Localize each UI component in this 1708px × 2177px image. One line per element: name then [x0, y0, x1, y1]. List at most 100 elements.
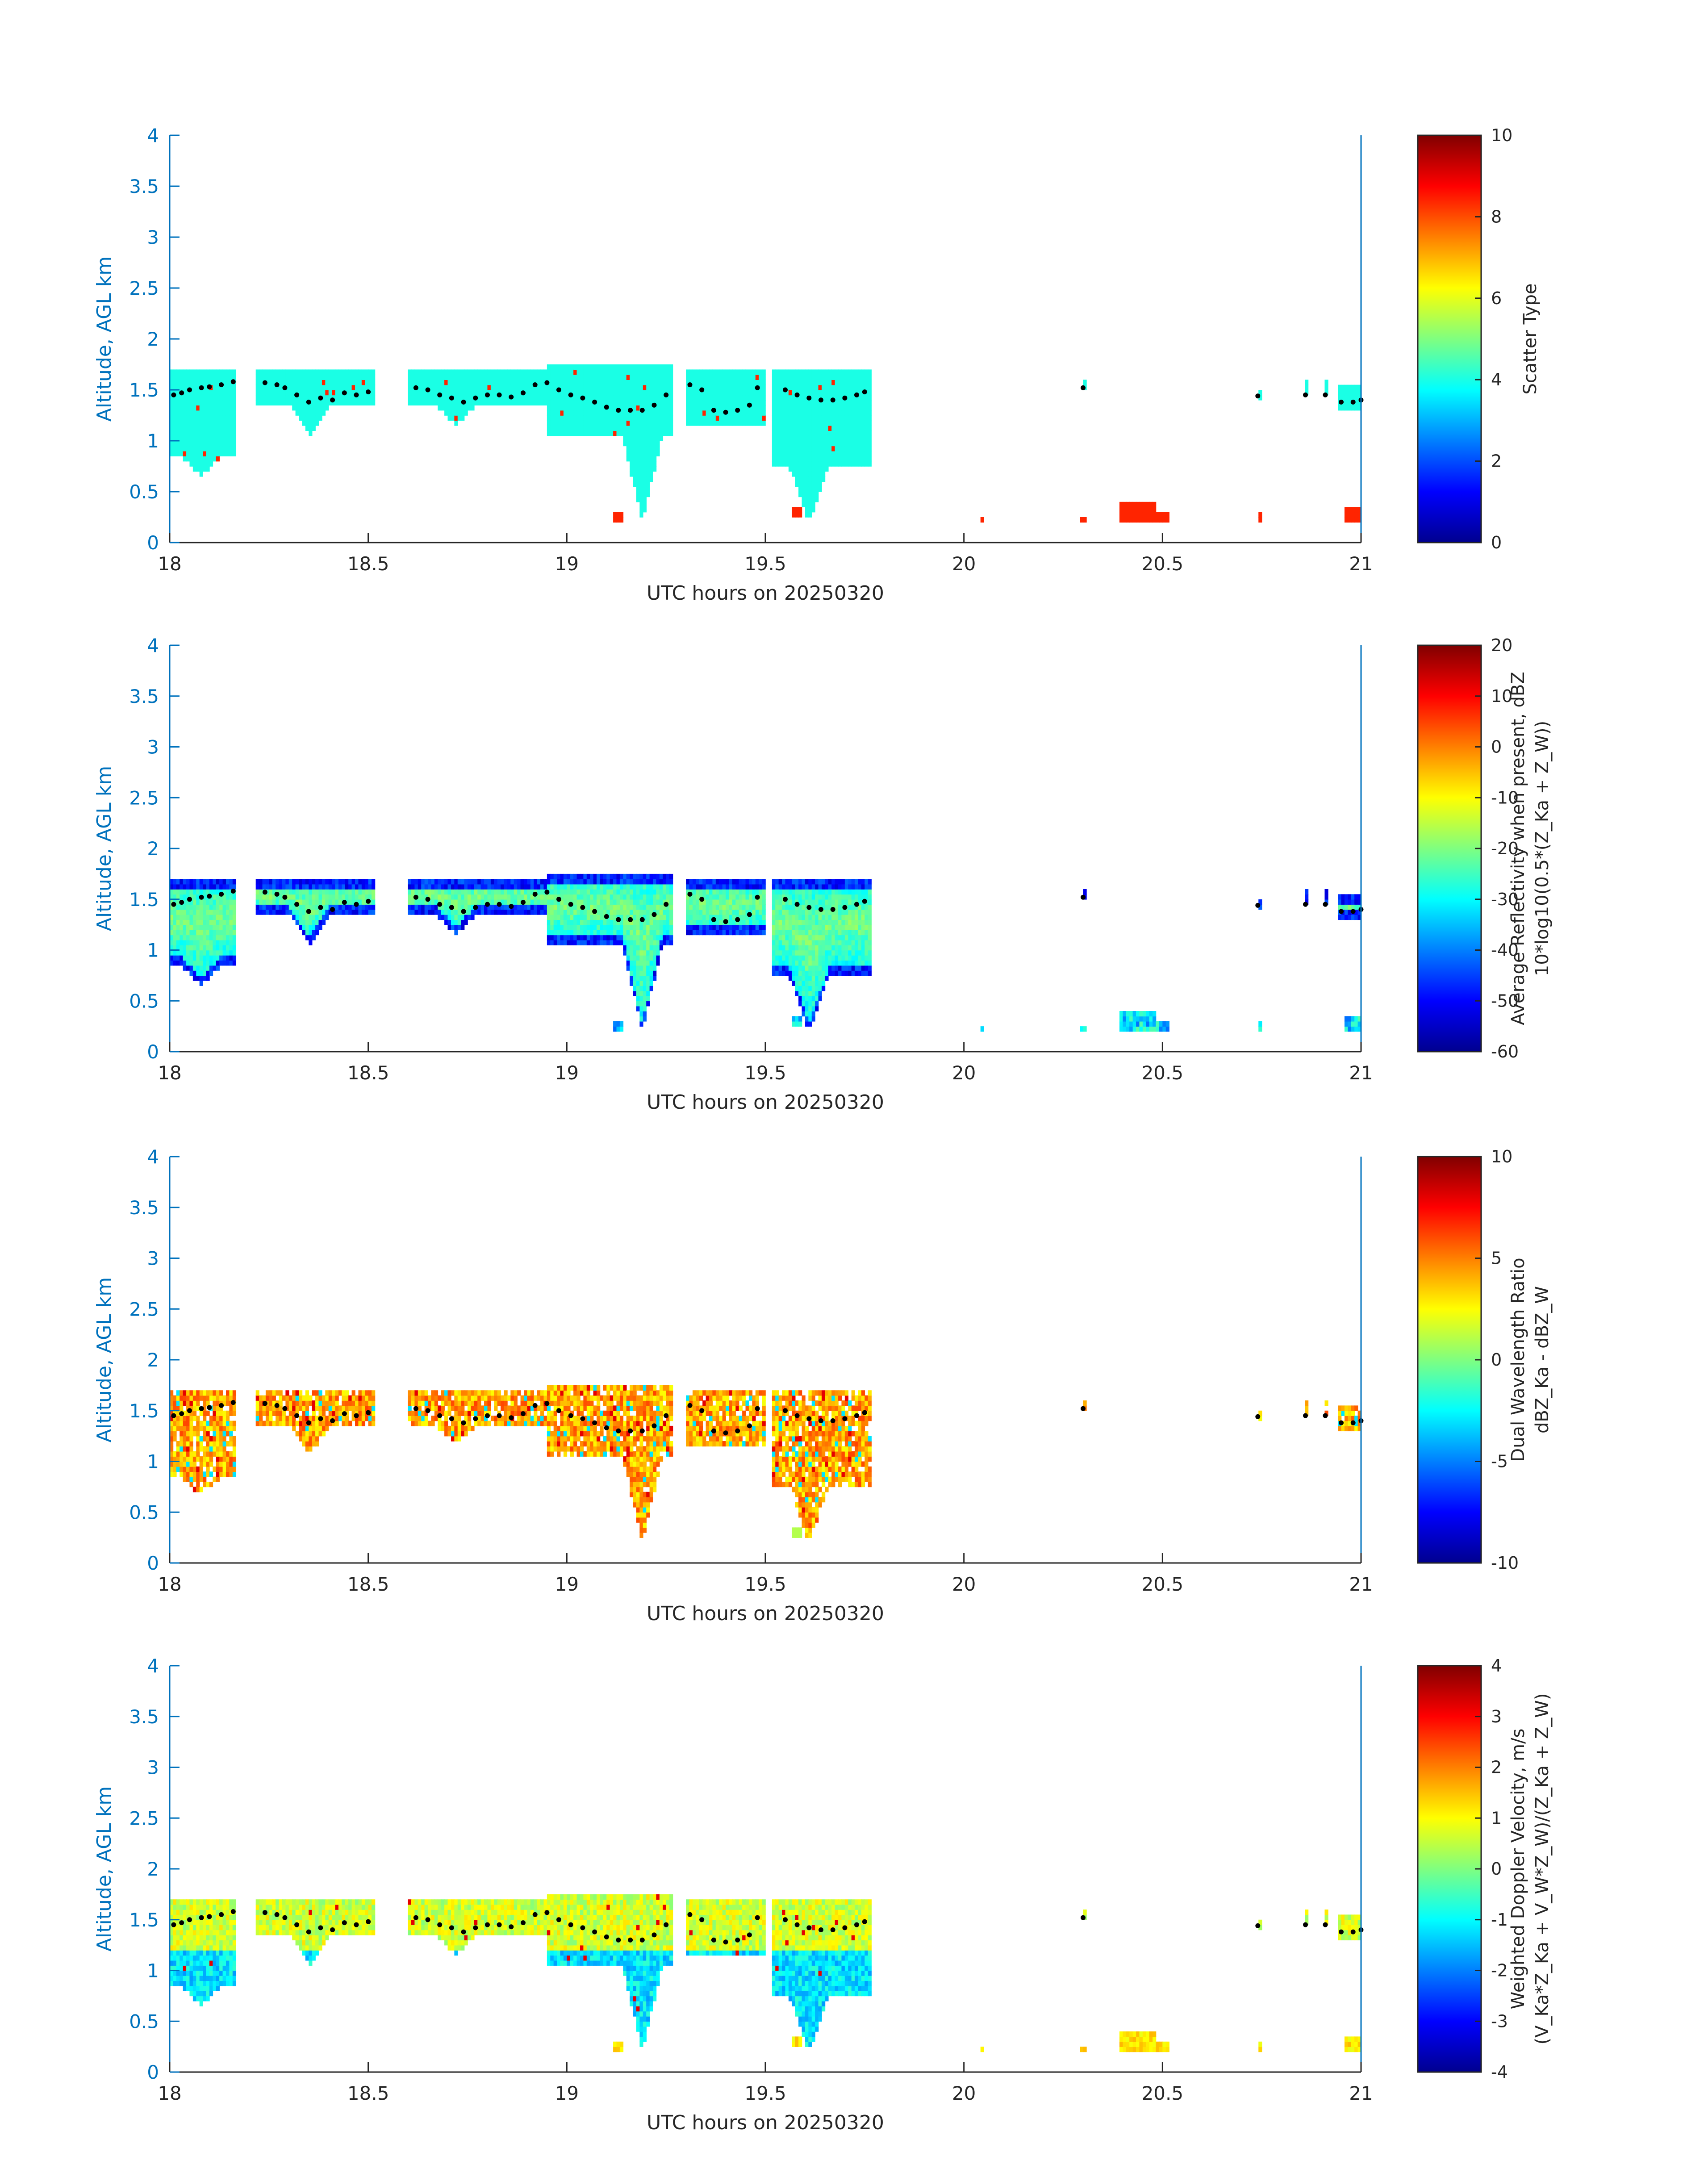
heatmap-cell: [643, 390, 647, 396]
heatmap-cell: [792, 415, 796, 421]
heatmap-cell: [808, 410, 812, 416]
heatmap-cell: [802, 446, 806, 451]
heatmap-cell: [702, 390, 706, 396]
heatmap-cell: [739, 374, 743, 380]
heatmap-cell: [732, 395, 736, 401]
heatmap-cell: [438, 400, 442, 405]
heatmap-cell: [550, 395, 554, 401]
heatmap-cell: [222, 879, 226, 885]
heatmap-cell: [255, 889, 259, 895]
heatmap-cell: [192, 425, 197, 431]
heatmap-cell: [527, 380, 531, 385]
heatmap-cell: [815, 415, 819, 421]
heatmap-cell: [457, 879, 461, 885]
heatmap-cell: [464, 899, 468, 905]
heatmap-cell: [583, 395, 587, 401]
heatmap-cell: [199, 400, 203, 405]
heatmap-cell: [759, 395, 763, 401]
heatmap-cell: [269, 879, 273, 885]
heatmap-cell: [580, 405, 584, 411]
heatmap-cell: [626, 446, 630, 451]
heatmap-cell: [173, 935, 177, 940]
heatmap-cell: [802, 904, 806, 910]
heatmap-cell: [649, 986, 653, 991]
heatmap-cell: [630, 884, 634, 890]
heatmap-cell: [782, 965, 786, 971]
heatmap-cell: [715, 899, 720, 905]
heatmap-cell: [709, 919, 713, 925]
heatmap-cell: [226, 380, 230, 385]
cloud-base-dot: [282, 385, 288, 390]
heatmap-cell: [411, 904, 415, 910]
heatmap-cell: [325, 884, 329, 890]
heatmap-cell: [468, 384, 472, 390]
heatmap-cell: [732, 930, 736, 936]
heatmap-cell: [576, 873, 580, 880]
heatmap-cell: [643, 935, 647, 940]
heatmap-cell: [663, 415, 667, 421]
heatmap-cell: [586, 430, 591, 436]
heatmap-cell: [226, 899, 230, 905]
heatmap-cell: [192, 405, 197, 411]
heatmap-cell: [180, 446, 184, 451]
heatmap-cell: [686, 395, 690, 401]
heatmap-cell: [732, 380, 736, 385]
heatmap-cell: [206, 879, 210, 885]
heatmap-cell: [610, 873, 614, 880]
heatmap-cell: [798, 446, 802, 451]
heatmap-cell: [782, 970, 786, 976]
heatmap-cell: [305, 374, 309, 380]
heatmap-cell: [686, 410, 690, 416]
heatmap-cell: [216, 884, 220, 890]
heatmap-cell: [490, 369, 495, 375]
heatmap-cell: [315, 380, 319, 385]
heatmap-cell: [613, 400, 617, 405]
heatmap-cell: [302, 924, 306, 930]
heatmap-cell: [315, 889, 319, 895]
heatmap-cell: [424, 899, 428, 905]
heatmap-cell: [276, 384, 280, 390]
heatmap-cell: [838, 380, 842, 385]
heatmap-cell: [543, 899, 547, 905]
heatmap-cell: [818, 410, 822, 416]
heatmap-cell: [643, 873, 647, 880]
heatmap-cell: [626, 904, 630, 910]
heatmap-cell: [576, 940, 580, 945]
heatmap-cell: [603, 889, 607, 895]
heatmap-cell: [315, 390, 319, 396]
heatmap-cell: [1348, 507, 1352, 513]
heatmap-cell: [468, 894, 472, 900]
heatmap-cell: [229, 894, 233, 900]
heatmap-cell: [447, 889, 451, 895]
heatmap-cell: [706, 930, 710, 936]
heatmap-cell: [815, 935, 819, 940]
heatmap-cell: [563, 415, 568, 421]
heatmap-cell: [557, 940, 561, 945]
heatmap-cell: [192, 451, 197, 456]
heatmap-cell: [288, 889, 293, 895]
heatmap-cell: [808, 400, 812, 405]
heatmap-cell: [288, 879, 293, 885]
heatmap-cell: [348, 390, 352, 396]
heatmap-cell: [441, 400, 445, 405]
heatmap-cell: [639, 889, 643, 895]
x-tick-label: 20: [952, 553, 976, 575]
heatmap-cell: [229, 909, 233, 915]
heatmap-cell: [775, 446, 779, 451]
heatmap-cell: [265, 374, 270, 380]
heatmap-cell: [669, 904, 673, 910]
heatmap-cell: [815, 384, 819, 390]
heatmap-cell: [226, 435, 230, 441]
heatmap-cell: [616, 904, 620, 910]
heatmap-cell: [170, 405, 174, 411]
heatmap-cell: [597, 940, 601, 945]
heatmap-cell: [782, 369, 786, 375]
heatmap-cell: [639, 930, 643, 936]
heatmap-cell: [719, 924, 723, 930]
heatmap-cell: [573, 894, 577, 900]
heatmap-cell: [726, 884, 730, 890]
heatmap-cell: [484, 395, 488, 401]
heatmap-cell: [630, 899, 634, 905]
heatmap-cell: [553, 873, 557, 880]
heatmap-cell: [335, 395, 339, 401]
